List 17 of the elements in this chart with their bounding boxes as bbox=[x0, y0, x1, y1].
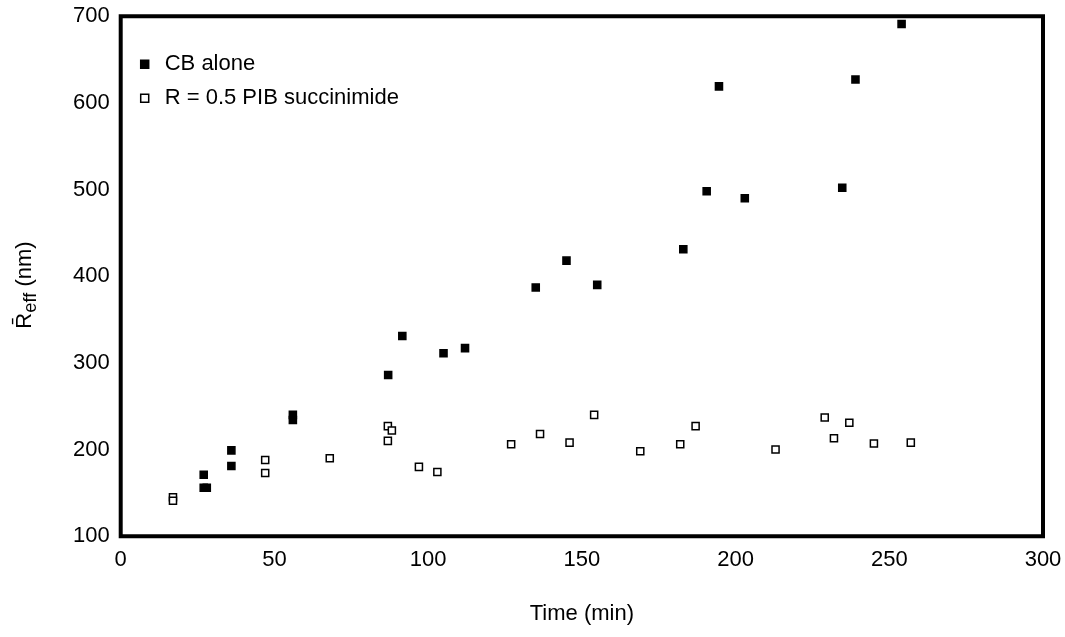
legend-label: R = 0.5 PIB succinimide bbox=[164, 84, 399, 110]
y-tick-label: 400 bbox=[72, 262, 110, 288]
legend-label: CB alone bbox=[164, 50, 256, 76]
y-tick-label: 500 bbox=[72, 175, 110, 201]
y-tick-label: 100 bbox=[72, 522, 110, 548]
x-axis-title: Time (min) bbox=[529, 599, 634, 625]
y-tick-label: 300 bbox=[72, 348, 110, 374]
x-tick-label: 300 bbox=[1024, 546, 1062, 572]
x-tick-label: 250 bbox=[870, 546, 908, 572]
y-tick-label: 700 bbox=[72, 2, 110, 28]
x-tick-label: 50 bbox=[262, 546, 287, 572]
y-tick-label: 200 bbox=[72, 435, 110, 461]
x-tick-label: 100 bbox=[409, 546, 447, 572]
y-tick-label: 600 bbox=[72, 88, 110, 114]
x-tick-label: 200 bbox=[717, 546, 754, 572]
x-tick-label: 0 bbox=[114, 546, 127, 572]
x-tick-label: 150 bbox=[563, 546, 601, 572]
